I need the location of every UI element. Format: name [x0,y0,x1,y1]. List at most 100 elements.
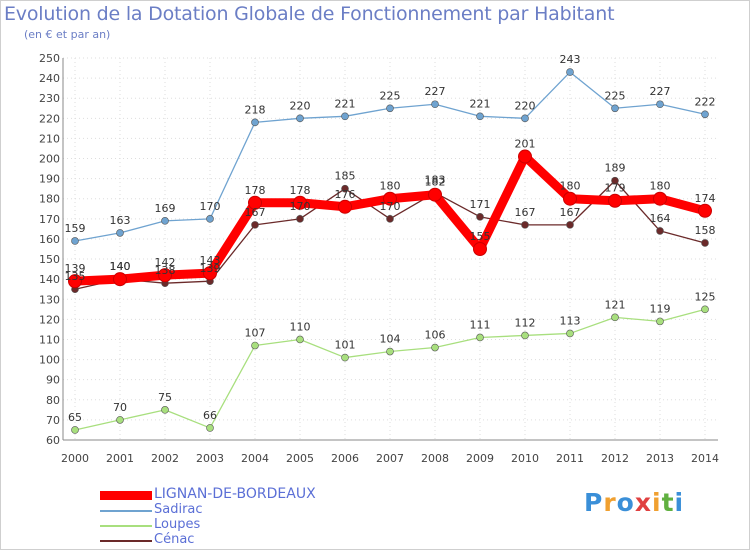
data-point [701,305,709,314]
data-label: 106 [425,329,446,342]
data-label: 163 [110,214,131,227]
data-label: 221 [470,97,491,110]
y-tick-label: 140 [39,273,60,286]
y-tick-label: 230 [39,92,60,105]
data-point [203,266,217,281]
data-point [383,191,397,206]
data-label: 140 [110,260,131,273]
data-label: 170 [200,200,221,213]
data-point [428,187,442,202]
data-label: 243 [560,53,581,66]
logo-letter: r [603,488,617,517]
y-tick-label: 200 [39,153,60,166]
data-point [701,110,709,119]
data-label: 113 [560,314,581,327]
data-point [521,221,529,229]
x-tick-label: 2005 [286,452,314,465]
y-tick-label: 170 [39,213,60,226]
data-point [251,221,259,229]
y-tick-label: 160 [39,233,60,246]
x-tick-label: 2006 [331,452,359,465]
data-label: 107 [245,327,266,340]
data-label: 125 [695,290,716,303]
data-label: 164 [650,212,671,225]
x-tick-label: 2000 [61,452,89,465]
data-point [521,331,529,340]
data-label: 111 [470,318,491,331]
y-tick-label: 100 [39,354,60,367]
data-point [338,199,352,214]
chart-subtitle: (en € et par an) [24,28,111,41]
legend-label: Cénac [154,532,195,547]
data-point [608,193,622,208]
data-point [251,341,259,350]
data-point [113,272,127,287]
data-label: 121 [605,298,626,311]
data-point [248,195,262,210]
y-tick-label: 190 [39,173,60,186]
data-label: 182 [425,176,446,189]
data-point [431,343,439,352]
data-label: 65 [68,411,82,424]
logo-letter: P [584,488,604,517]
data-point [68,274,82,289]
logo-letter: x [634,488,652,517]
data-label: 189 [605,162,626,175]
data-label: 138 [155,264,176,277]
data-label: 167 [245,206,266,219]
y-tick-label: 110 [39,333,60,346]
data-point [566,221,574,229]
data-point [698,203,712,218]
data-point [476,333,484,342]
data-point [296,335,304,344]
data-label: 139 [200,262,221,275]
data-point [656,100,664,109]
x-tick-label: 2004 [241,452,269,465]
data-point [161,217,169,225]
data-point [563,191,577,206]
plot-area [63,58,718,440]
data-label: 227 [425,85,446,98]
data-label: 221 [335,97,356,110]
data-point [566,329,574,338]
y-tick-label: 180 [39,193,60,206]
legend-swatch [100,490,152,500]
data-point [476,112,484,121]
data-label: 167 [515,206,536,219]
x-tick-label: 2003 [196,452,224,465]
logo-letter: t [661,488,675,517]
data-point [656,227,664,235]
x-tick-label: 2014 [691,452,719,465]
legend-label: Loupes [154,517,201,532]
legend-swatch [100,525,152,527]
data-point [296,114,304,123]
x-tick-label: 2007 [376,452,404,465]
y-tick-label: 150 [39,253,60,266]
x-tick-label: 2010 [511,452,539,465]
data-point [611,104,619,113]
data-label: 70 [113,401,127,414]
logo-letter: o [616,488,635,517]
y-tick-label: 60 [46,434,60,447]
data-point [476,213,484,221]
legend-swatch [100,510,152,512]
data-label: 101 [335,339,356,352]
y-tick-label: 220 [39,112,60,125]
data-label: 75 [158,391,172,404]
data-label: 142 [155,256,176,269]
data-point [116,416,124,424]
data-label: 183 [425,174,446,187]
data-point [251,118,259,127]
data-point [518,149,532,164]
x-tick-label: 2008 [421,452,449,465]
legend-label: LIGNAN-DE-BORDEAUX [154,486,316,502]
data-label: 227 [650,85,671,98]
data-label: 220 [290,99,311,112]
data-point [566,68,574,76]
y-tick-label: 120 [39,313,60,326]
data-label: 143 [200,254,221,267]
x-tick-label: 2001 [106,452,134,465]
data-point [656,317,664,326]
legend-label: Sadirac [154,502,203,517]
